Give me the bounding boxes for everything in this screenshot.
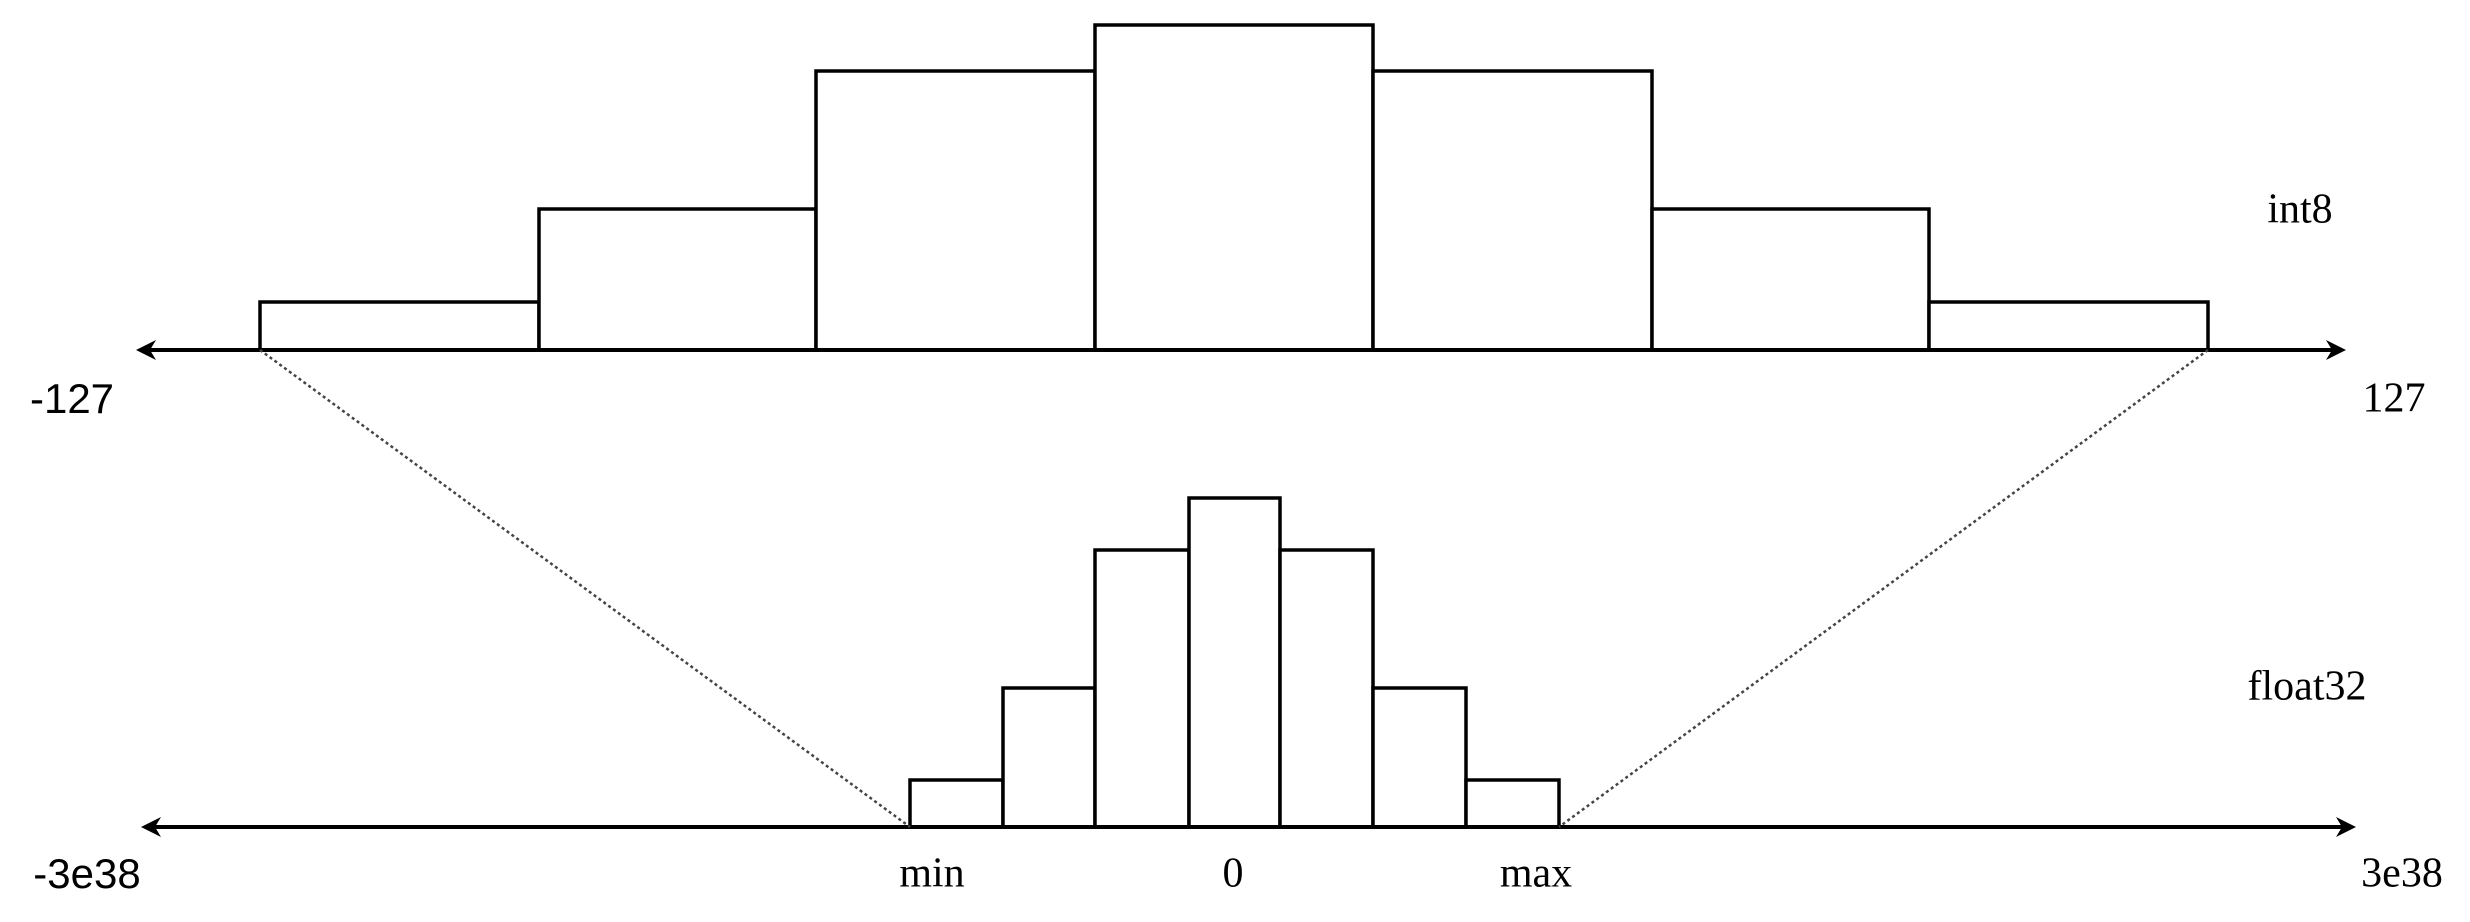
- float32-max-label: 3e38: [2361, 851, 2443, 897]
- bar: [1927, 300, 2210, 352]
- bar: [1187, 496, 1282, 829]
- bar: [1371, 686, 1468, 829]
- bar: [1001, 686, 1097, 829]
- bar: [1464, 778, 1561, 829]
- zero-label: 0: [1223, 851, 1244, 897]
- int8-max-label: 127: [2363, 376, 2426, 422]
- int8-min-label: -127: [30, 375, 114, 422]
- int8-label: int8: [2267, 187, 2332, 233]
- range-min-label: min: [899, 851, 964, 897]
- float32-min-label: -3e38: [33, 850, 140, 897]
- bar: [1278, 548, 1375, 829]
- bar: [1093, 548, 1191, 829]
- float32-label: float32: [2248, 664, 2367, 710]
- int8-histogram: [258, 23, 2210, 352]
- bar: [1650, 207, 1931, 352]
- float32-histogram: [908, 496, 1561, 829]
- bar: [814, 69, 1097, 352]
- bar: [258, 300, 541, 352]
- bar: [908, 778, 1005, 829]
- bar: [537, 207, 818, 352]
- mapping-line: [1558, 348, 2209, 829]
- bar: [1093, 23, 1375, 352]
- mapping-line: [259, 348, 911, 829]
- bar: [1371, 69, 1654, 352]
- range-max-label: max: [1500, 851, 1572, 897]
